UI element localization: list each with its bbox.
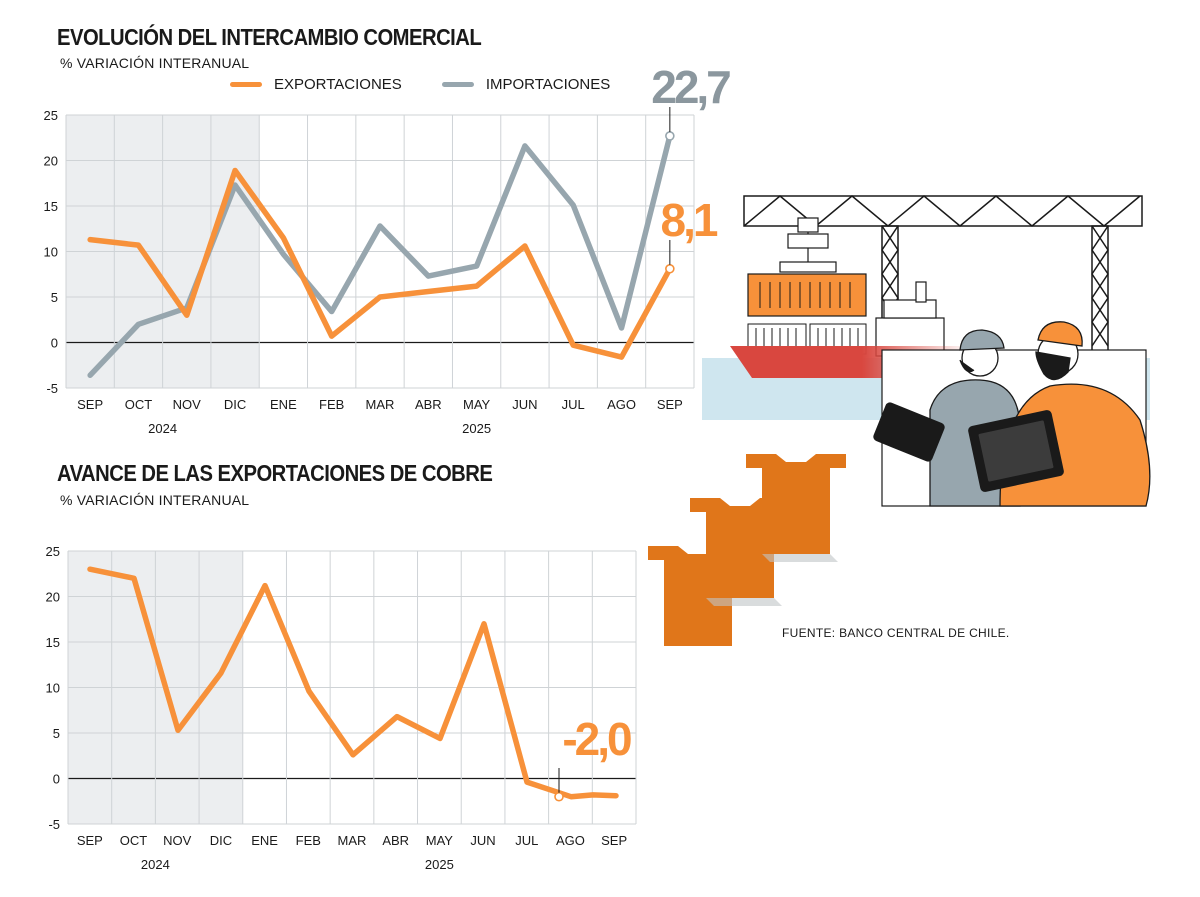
chart2-annotation-cobre: -2,0 — [562, 713, 631, 765]
chart2-ytick-label: 25 — [46, 544, 60, 559]
chart1-xtick-label: ENE — [270, 397, 297, 412]
chart1-xtick-label: MAR — [366, 397, 395, 412]
chart1-annotation-exportaciones: 8,1 — [661, 194, 718, 246]
chart1-legend: EXPORTACIONES IMPORTACIONES — [230, 76, 650, 93]
chart2-xtick-label: AGO — [556, 833, 585, 848]
chart2-ytick-label: 10 — [46, 681, 60, 696]
chart2-series-cobre — [87, 566, 619, 800]
chart1-ytick-label: 10 — [44, 245, 58, 260]
chart1-xtick-label: JUN — [512, 397, 537, 412]
chart1-ytick-label: 15 — [44, 199, 58, 214]
chart1-ytick-label: -5 — [46, 381, 58, 396]
chart1-ytick-label: 25 — [44, 108, 58, 123]
chart2-xtick-label: MAY — [426, 833, 454, 848]
chart2-xtick-label: ABR — [382, 833, 409, 848]
chart1-ylabel: % VARIACIÓN INTERANUAL — [60, 55, 250, 71]
chart2-ytick-label: -5 — [48, 817, 60, 832]
chart1-xtick-label: ABR — [415, 397, 442, 412]
chart2-xtick-label: ENE — [251, 833, 278, 848]
chart1-ytick-label: 5 — [51, 290, 58, 305]
chart1-xtick-label: AGO — [607, 397, 636, 412]
chart1-xtick-label: SEP — [657, 397, 683, 412]
legend-swatch-exportaciones — [230, 82, 262, 87]
worker-orange — [968, 321, 1151, 507]
legend-swatch-importaciones — [441, 82, 474, 87]
chart1-xtick-label: SEP — [77, 397, 103, 412]
chart1-year-label: 2025 — [462, 421, 491, 436]
chart2-year-label: 2024 — [141, 857, 170, 872]
chart1-title: EVOLUCIÓN DEL INTERCAMBIO COMERCIAL — [57, 24, 482, 50]
chart2-xtick-label: JUN — [470, 833, 495, 848]
chart1-xtick-label: NOV — [173, 397, 202, 412]
chart1-ytick-label: 20 — [44, 154, 58, 169]
chart2-ytick-label: 0 — [53, 772, 60, 787]
chart2-ytick-label: 5 — [53, 726, 60, 741]
chart2-xtick-label: SEP — [601, 833, 627, 848]
chart1-xtick-label: MAY — [463, 397, 491, 412]
chart1-xtick-label: OCT — [125, 397, 153, 412]
source-note: FUENTE: BANCO CENTRAL DE CHILE. — [782, 626, 1010, 640]
port-illustration — [648, 195, 1151, 646]
chart1-xtick-label: FEB — [319, 397, 344, 412]
chart2-xtick-label: JUL — [515, 833, 538, 848]
chart2-ytick-label: 15 — [46, 635, 60, 650]
chart1-year-label: 2024 — [148, 421, 177, 436]
chart2-xtick-label: SEP — [77, 833, 103, 848]
legend-label-exportaciones: EXPORTACIONES — [274, 76, 402, 93]
legend-importaciones: IMPORTACIONES — [441, 76, 611, 93]
orange-container — [747, 273, 867, 317]
legend-label-importaciones: IMPORTACIONES — [485, 76, 611, 93]
chart2-year-label: 2025 — [425, 857, 454, 872]
crane-spreader — [779, 217, 837, 273]
copper-ingots — [648, 454, 846, 646]
legend-exportaciones: EXPORTACIONES — [230, 76, 402, 93]
chart2-xtick-label: MAR — [338, 833, 367, 848]
chart2-ytick-label: 20 — [46, 590, 60, 605]
chart1-xtick-label: JUL — [562, 397, 585, 412]
chart2-xtick-label: OCT — [120, 833, 148, 848]
chart2-ylabel: % VARIACIÓN INTERANUAL — [60, 492, 250, 508]
ship-bridge — [875, 281, 945, 357]
chart1-xtick-label: DIC — [224, 397, 246, 412]
chart1-ytick-label: 0 — [51, 336, 58, 351]
chart2-xtick-label: NOV — [163, 833, 192, 848]
chart2-title: AVANCE DE LAS EXPORTACIONES DE COBRE — [57, 460, 493, 486]
chart2-xtick-label: FEB — [296, 833, 321, 848]
chart1-annotation-importaciones: 22,7 — [651, 61, 730, 113]
chart2-point-cobre — [554, 791, 564, 802]
chart2-xtick-label: DIC — [210, 833, 232, 848]
